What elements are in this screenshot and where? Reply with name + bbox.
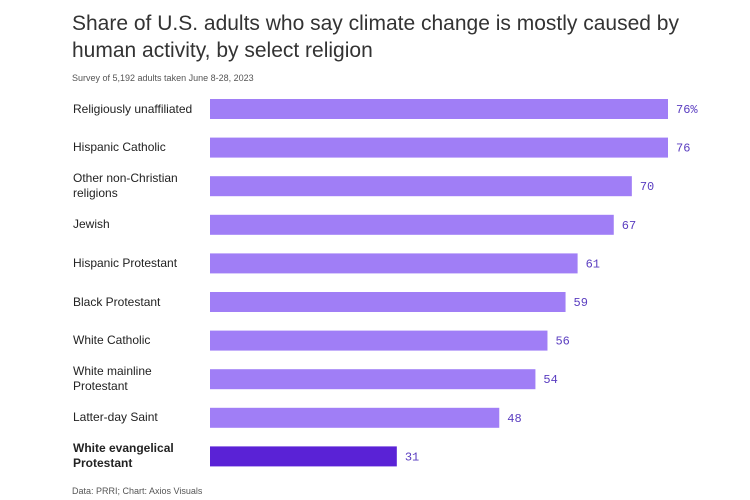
bar — [210, 214, 614, 235]
value-label: 56 — [555, 335, 569, 349]
bar — [210, 330, 548, 351]
value-label: 70 — [640, 180, 654, 194]
value-label: 31 — [405, 450, 419, 464]
chart-source: Data: PRRI; Chart: Axios Visuals — [72, 486, 203, 496]
category-label: Other non-Christian religions — [73, 171, 178, 201]
category-label: Latter-day Saint — [73, 410, 158, 425]
value-label: 61 — [586, 257, 600, 271]
category-label: Hispanic Protestant — [73, 255, 178, 270]
chart-title: Share of U.S. adults who say climate cha… — [72, 12, 679, 62]
category-label: Jewish — [73, 217, 110, 232]
chart-subtitle: Survey of 5,192 adults taken June 8-28, … — [72, 73, 254, 83]
bar — [210, 99, 668, 119]
bar — [210, 253, 578, 274]
category-label: White Catholic — [73, 333, 151, 348]
value-label: 48 — [507, 412, 521, 426]
category-label: Religiously unaffiliated — [73, 101, 193, 116]
value-label: 76% — [676, 103, 698, 117]
category-label: Hispanic Catholic — [73, 140, 166, 155]
bar — [210, 137, 668, 158]
value-label: 59 — [574, 296, 588, 310]
bar — [210, 176, 632, 197]
bar — [210, 407, 500, 428]
bar — [210, 446, 397, 467]
bar — [210, 369, 536, 390]
bar — [210, 292, 566, 312]
value-label: 67 — [622, 219, 636, 233]
value-label: 76 — [676, 142, 690, 156]
value-label: 54 — [543, 373, 557, 387]
category-label: White mainline Protestant — [73, 364, 152, 394]
category-label: White evangelical Protestant — [73, 441, 174, 471]
category-label: Black Protestant — [73, 294, 161, 309]
